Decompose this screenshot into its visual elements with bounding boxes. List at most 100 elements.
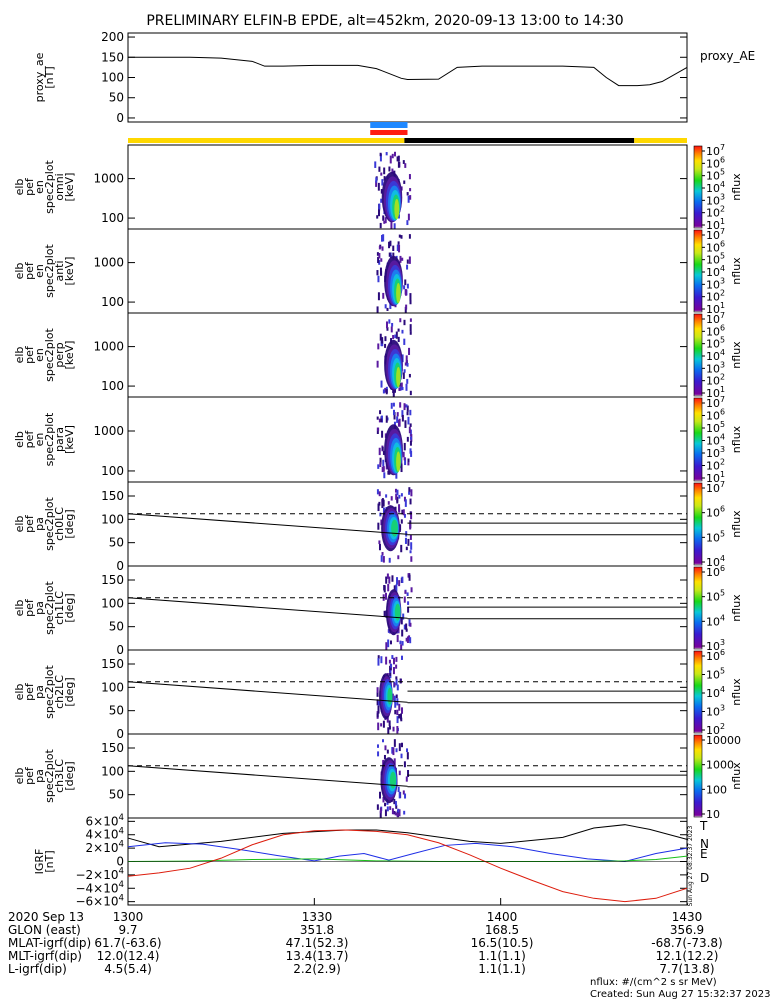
spectrogram-cell xyxy=(391,747,394,754)
spectrogram-cell xyxy=(377,658,380,666)
colorbar-label: 107 xyxy=(706,395,725,410)
ytick-label: 50 xyxy=(109,536,124,550)
spectrogram-cell xyxy=(390,663,393,668)
spectrogram-cell xyxy=(397,808,400,813)
spectrogram-cell xyxy=(400,235,403,239)
panel-ylabel: spec2plot xyxy=(43,244,56,298)
spectrogram-cell xyxy=(379,462,382,468)
spectrogram-cell xyxy=(401,576,404,583)
ephemeris-value: 1.1(1.1) xyxy=(478,962,526,976)
spectrogram-cell xyxy=(377,503,380,512)
colorbar-label: 101 xyxy=(706,385,725,400)
spectrogram-cell xyxy=(376,687,379,693)
panel-ylabel: perp xyxy=(53,342,66,367)
spectrogram-cell xyxy=(404,420,407,428)
ephemeris-row-label: 2020 Sep 13 xyxy=(8,910,84,924)
colorbar-label: 102 xyxy=(706,373,725,388)
spectrogram-cell xyxy=(408,619,411,627)
spectrogram-cell xyxy=(378,418,381,423)
spectrogram-cell xyxy=(398,791,401,799)
panel-ylabel: para xyxy=(53,427,66,452)
spectrogram-cell xyxy=(395,331,398,339)
ytick-label: 1000 xyxy=(93,424,124,438)
spectrogram-cell xyxy=(406,220,409,226)
spectrogram-cell xyxy=(376,692,379,697)
spectrogram-cell xyxy=(401,414,404,422)
spectrogram-cell xyxy=(395,472,398,479)
spectrogram-cell xyxy=(389,302,392,310)
spectrogram-cell xyxy=(392,390,395,399)
panel-ylabel: ch0LC xyxy=(53,507,66,541)
spectrogram-cell xyxy=(409,195,412,200)
spectrogram-cell xyxy=(377,427,380,432)
panel-ylabel: elb xyxy=(13,347,26,364)
ephemeris-value: 12.1(12.2) xyxy=(656,949,719,963)
panel-ylabel: en xyxy=(33,348,46,362)
spectrogram-cell xyxy=(382,739,385,743)
spectrogram-cell xyxy=(402,160,405,164)
ytick-label: 100 xyxy=(101,295,124,309)
panel-ylabel: elb xyxy=(13,768,26,785)
spectrogram-cell xyxy=(377,705,380,714)
ephemeris-value: -68.7(-73.8) xyxy=(651,936,722,950)
panel-ylabel: [nT] xyxy=(43,66,56,88)
spectrogram-cell xyxy=(394,811,397,816)
spectrogram-cell xyxy=(388,720,391,726)
panel-ylabel: ch2LC xyxy=(53,675,66,709)
spectrogram-cell xyxy=(381,246,384,251)
colorbar-label: 104 xyxy=(706,554,725,569)
spectrogram-cell xyxy=(385,389,388,395)
spectrogram-core xyxy=(387,687,393,705)
panel-ylabel: pef xyxy=(23,682,36,701)
spectrogram-cell xyxy=(397,555,400,560)
spectrogram-cell xyxy=(409,188,412,192)
ytick-label: 100 xyxy=(101,596,124,610)
ephemeris-value: 1430 xyxy=(672,910,703,924)
colorbar xyxy=(693,397,703,482)
colorbar-label: 102 xyxy=(706,458,725,473)
colorbar-label: 103 xyxy=(706,445,725,460)
spectrogram-cell xyxy=(409,534,412,540)
spectrogram-cell xyxy=(407,601,410,605)
ytick-label: 100 xyxy=(101,512,124,526)
spectrogram-cell xyxy=(393,811,396,815)
spectrogram-cell xyxy=(379,512,382,517)
colorbar-label: 103 xyxy=(706,638,725,653)
ytick-label: −2×104 xyxy=(75,866,124,881)
legend-igrf-T: T xyxy=(699,819,708,833)
spectrogram-cell xyxy=(400,493,403,497)
colorbar xyxy=(693,566,703,650)
panel-ylabel: spec2plot xyxy=(43,581,56,635)
legend-igrf-N: N xyxy=(700,837,709,851)
spectrogram-cell xyxy=(403,457,406,461)
spectrogram-cell xyxy=(408,174,411,180)
spectrogram-cell xyxy=(381,337,384,344)
panel-frame xyxy=(127,312,688,398)
loss-cone-slant-line xyxy=(127,597,408,619)
spectrogram-cell xyxy=(393,657,396,665)
spectrogram-cell xyxy=(376,360,379,368)
spectrogram-cell xyxy=(403,338,406,345)
colorbar-label: 10 xyxy=(706,808,720,821)
spectrogram-cell xyxy=(406,259,409,264)
spectrogram-cell xyxy=(401,386,404,391)
spectrogram-cell xyxy=(389,672,392,677)
spectrogram-cell xyxy=(377,751,380,757)
spectrogram-cell xyxy=(380,656,383,664)
colorbar xyxy=(693,229,703,313)
spectrogram-cell xyxy=(386,327,389,331)
panel-ylabel: elb xyxy=(13,516,26,533)
ytick-label: −4×104 xyxy=(75,880,124,895)
spectrogram-cell xyxy=(398,387,401,391)
spectrogram-cell xyxy=(384,217,387,224)
spectrogram-cell xyxy=(404,306,407,314)
spectrogram-cell xyxy=(405,383,408,391)
spectrogram-cell xyxy=(377,292,380,301)
ephemeris-value: 47.1(52.3) xyxy=(286,936,349,950)
spectrogram-cell xyxy=(393,412,396,420)
colorbar-label: 101 xyxy=(706,301,725,316)
spectrogram-cell xyxy=(374,161,377,168)
spectrogram-cell xyxy=(386,716,389,723)
